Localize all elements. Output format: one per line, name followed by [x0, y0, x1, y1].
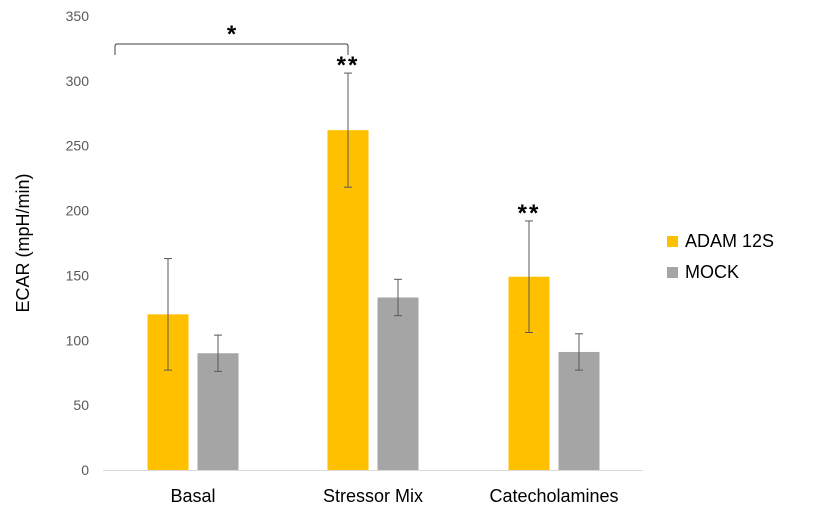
- legend-swatch: [667, 236, 678, 247]
- y-tick-label: 250: [66, 138, 90, 154]
- y-tick-label: 200: [66, 203, 90, 219]
- bar-mock: [197, 353, 239, 470]
- bar-mock: [558, 351, 600, 470]
- legend-label: ADAM 12S: [685, 231, 774, 251]
- x-tick-label: Basal: [170, 486, 215, 506]
- bar-mock: [377, 297, 419, 470]
- significance-marker: **: [518, 200, 541, 227]
- legend-swatch: [667, 267, 678, 278]
- significance-bracket: [114, 43, 349, 55]
- significance-marker: *: [227, 21, 237, 48]
- y-tick-label: 0: [81, 462, 89, 478]
- y-axis-label: ECAR (mpH/min): [13, 173, 33, 312]
- y-tick-label: 350: [66, 8, 90, 24]
- significance-marker: **: [337, 52, 360, 79]
- y-tick-label: 100: [66, 332, 90, 348]
- x-tick-label: Stressor Mix: [323, 486, 423, 506]
- y-tick-label: 150: [66, 267, 90, 283]
- y-tick-label: 50: [73, 397, 89, 413]
- legend-label: MOCK: [685, 262, 739, 282]
- y-tick-label: 300: [66, 73, 90, 89]
- x-tick-label: Catecholamines: [489, 486, 618, 506]
